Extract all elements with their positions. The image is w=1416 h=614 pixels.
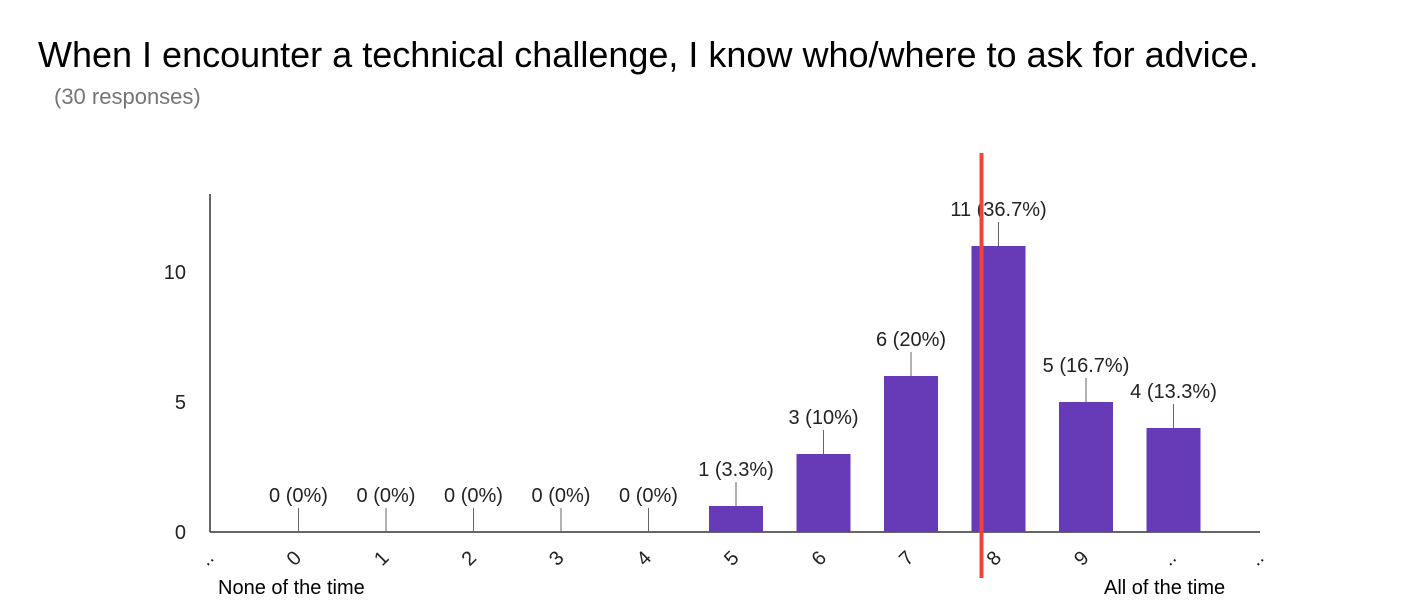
scale-label-low: None of the time bbox=[218, 577, 365, 599]
x-tick-label: 5 bbox=[720, 547, 743, 570]
x-tick-label: 8 bbox=[983, 547, 1006, 570]
data-label: 0 (0%) bbox=[619, 485, 678, 507]
response-count: (30 responses) bbox=[54, 84, 201, 109]
x-tick-label: 4 bbox=[633, 547, 656, 570]
data-label: 0 (0%) bbox=[357, 485, 416, 507]
data-label: 6 (20%) bbox=[876, 329, 946, 351]
bar bbox=[709, 506, 763, 532]
data-label: 11 (36.7%) bbox=[950, 199, 1046, 221]
x-tick-label: .. bbox=[195, 547, 218, 570]
y-tick-label: 0 bbox=[175, 522, 186, 544]
x-tick-label: 7 bbox=[895, 547, 918, 570]
x-tick-label: 9 bbox=[1070, 547, 1093, 570]
x-tick-label: 3 bbox=[545, 547, 568, 570]
x-tick-label: 2 bbox=[458, 547, 481, 570]
x-tick-label: 0 bbox=[283, 547, 306, 570]
chart-title: When I encounter a technical challenge, … bbox=[38, 34, 1259, 75]
bar bbox=[796, 454, 851, 532]
x-tick-label: .. bbox=[1158, 547, 1181, 570]
x-tick-label: 6 bbox=[808, 547, 831, 570]
data-label: 0 (0%) bbox=[444, 485, 503, 507]
bar bbox=[1059, 402, 1113, 532]
data-label: 5 (16.7%) bbox=[1043, 355, 1130, 377]
y-tick-label: 10 bbox=[164, 262, 186, 284]
data-label: 0 (0%) bbox=[532, 485, 591, 507]
x-tick-label: 1 bbox=[370, 547, 393, 570]
bar bbox=[1146, 428, 1201, 532]
data-label: 0 (0%) bbox=[269, 485, 328, 507]
y-tick-label: 5 bbox=[175, 392, 186, 414]
data-label: 1 (3.3%) bbox=[698, 459, 774, 481]
scale-label-high: All of the time bbox=[1104, 577, 1226, 599]
data-label: 4 (13.3%) bbox=[1130, 381, 1217, 403]
x-tick-label: .. bbox=[1245, 547, 1268, 570]
data-label: 3 (10%) bbox=[788, 407, 858, 429]
bar bbox=[884, 376, 938, 532]
